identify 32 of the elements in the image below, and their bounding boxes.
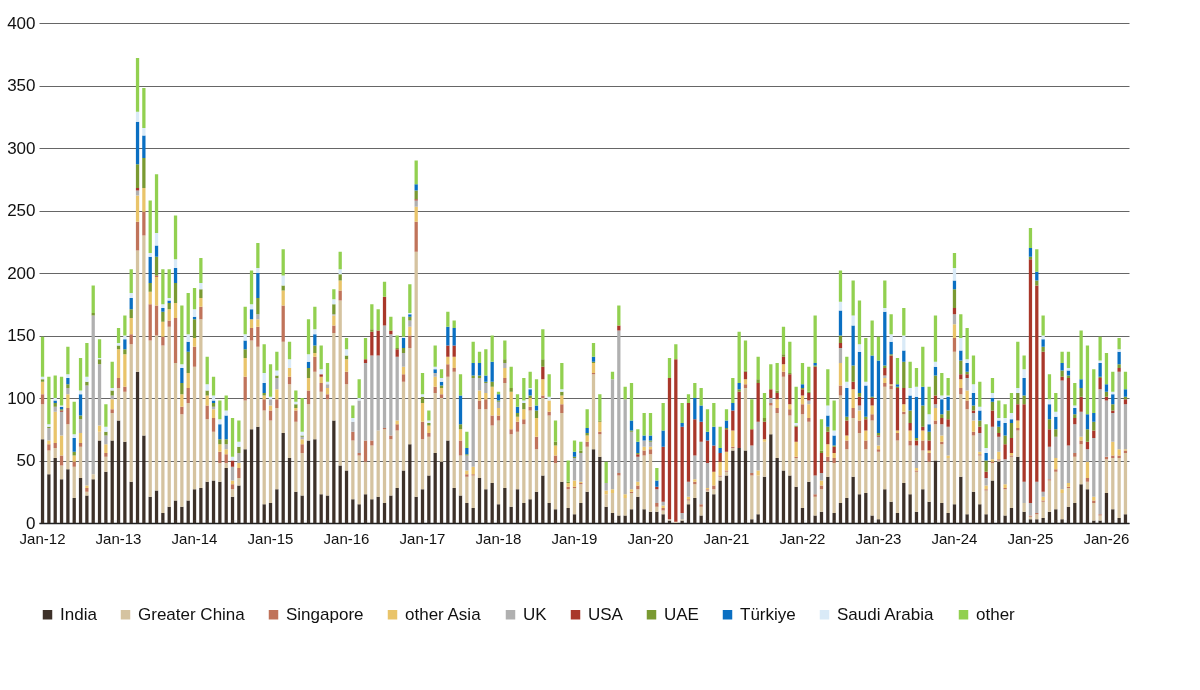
x-tick-label: Jan-14 xyxy=(171,529,218,547)
y-tick-label: 250 xyxy=(7,201,36,220)
y-tick-label: 400 xyxy=(7,13,36,33)
x-tick-label: Jan-13 xyxy=(95,529,142,547)
x-tick-label: Jan-18 xyxy=(475,529,522,547)
y-tick-label: 350 xyxy=(7,76,36,95)
x-tick-label: Jan-21 xyxy=(703,529,750,547)
x-tick-label: Jan-20 xyxy=(627,529,674,547)
y-tick-label: 150 xyxy=(7,326,36,345)
x-tick-label: Jan-17 xyxy=(399,529,446,547)
legend-label: Türkiye xyxy=(740,604,796,624)
legend-label: other Asia xyxy=(405,604,482,624)
legend-label: Singapore xyxy=(286,604,364,624)
legend-label: UAE xyxy=(664,604,699,624)
x-tick-label: Jan-23 xyxy=(855,529,902,547)
legend-label: Saudi Arabia xyxy=(837,604,934,624)
x-tick-label: Jan-24 xyxy=(931,529,978,547)
x-tick-label: Jan-25 xyxy=(1007,529,1054,547)
x-tick-label: Jan-16 xyxy=(323,529,370,547)
y-tick-label: 300 xyxy=(7,138,36,158)
x-tick-label: Jan-26 xyxy=(1083,529,1130,547)
y-tick-label: 100 xyxy=(7,388,36,408)
legend-label: USA xyxy=(588,604,624,624)
legend-label: Greater China xyxy=(138,604,246,624)
y-tick-label: 200 xyxy=(7,263,36,283)
x-tick-label: Jan-19 xyxy=(551,529,598,547)
x-tick-label: Jan-22 xyxy=(779,529,826,547)
x-tick-label: Jan-15 xyxy=(247,529,294,547)
legend-label: UK xyxy=(523,604,548,624)
legend-label: other xyxy=(976,604,1016,624)
y-tick-label: 50 xyxy=(16,451,36,470)
legend-label: India xyxy=(60,604,98,624)
